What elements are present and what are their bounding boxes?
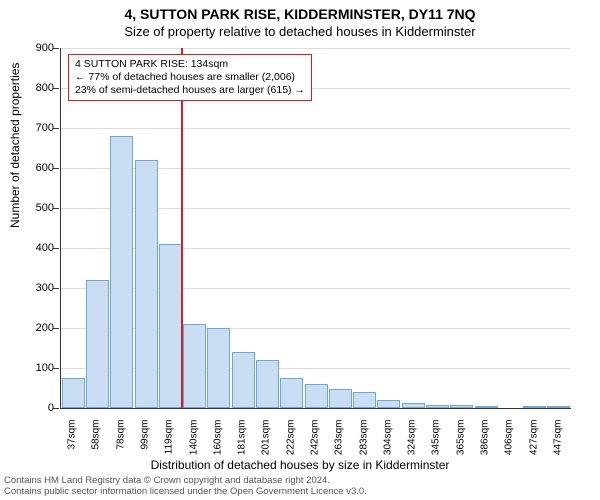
- histogram-bar: [207, 328, 230, 408]
- histogram-bar: [86, 280, 109, 408]
- histogram-bar: [402, 403, 425, 408]
- y-tick-label: 900: [14, 42, 54, 54]
- histogram-bar: [450, 405, 473, 408]
- y-tick-label: 100: [14, 362, 54, 374]
- chart-subtitle: Size of property relative to detached ho…: [0, 22, 600, 39]
- histogram-bar: [523, 406, 546, 408]
- histogram-bar: [256, 360, 279, 408]
- y-tick-label: 0: [14, 402, 54, 414]
- histogram-bar: [547, 406, 570, 408]
- y-tick-label: 300: [14, 282, 54, 294]
- histogram-bar: [280, 378, 303, 408]
- histogram-bar: [159, 244, 182, 408]
- chart-area: 4 SUTTON PARK RISE: 134sqm ← 77% of deta…: [60, 48, 570, 408]
- histogram-bar: [62, 378, 85, 408]
- histogram-bar: [353, 392, 376, 408]
- histogram-bar: [329, 389, 352, 408]
- histogram-bar: [377, 400, 400, 408]
- histogram-bar: [183, 324, 206, 408]
- marker-info-box: 4 SUTTON PARK RISE: 134sqm ← 77% of deta…: [68, 54, 312, 101]
- histogram-bar: [232, 352, 255, 408]
- plot-region: [60, 48, 571, 409]
- histogram-bar: [475, 406, 498, 408]
- info-line-1: 4 SUTTON PARK RISE: 134sqm: [75, 58, 305, 71]
- y-axis-label: Number of detached properties: [8, 63, 22, 228]
- chart-title: 4, SUTTON PARK RISE, KIDDERMINSTER, DY11…: [0, 0, 600, 22]
- y-tick-label: 400: [14, 242, 54, 254]
- footer-line-2: Contains public sector information licen…: [4, 487, 600, 498]
- histogram-bar: [305, 384, 328, 408]
- histogram-bar: [135, 160, 158, 408]
- histogram-bar: [426, 405, 449, 408]
- info-line-3: 23% of semi-detached houses are larger (…: [75, 84, 305, 97]
- histogram-bar: [110, 136, 133, 408]
- y-tick-label: 200: [14, 322, 54, 334]
- grid-line: [61, 48, 571, 49]
- info-line-2: ← 77% of detached houses are smaller (2,…: [75, 71, 305, 84]
- footer: Contains HM Land Registry data © Crown c…: [0, 476, 600, 498]
- marker-line: [181, 48, 183, 408]
- x-axis-label: Distribution of detached houses by size …: [0, 458, 600, 472]
- grid-line: [61, 128, 571, 129]
